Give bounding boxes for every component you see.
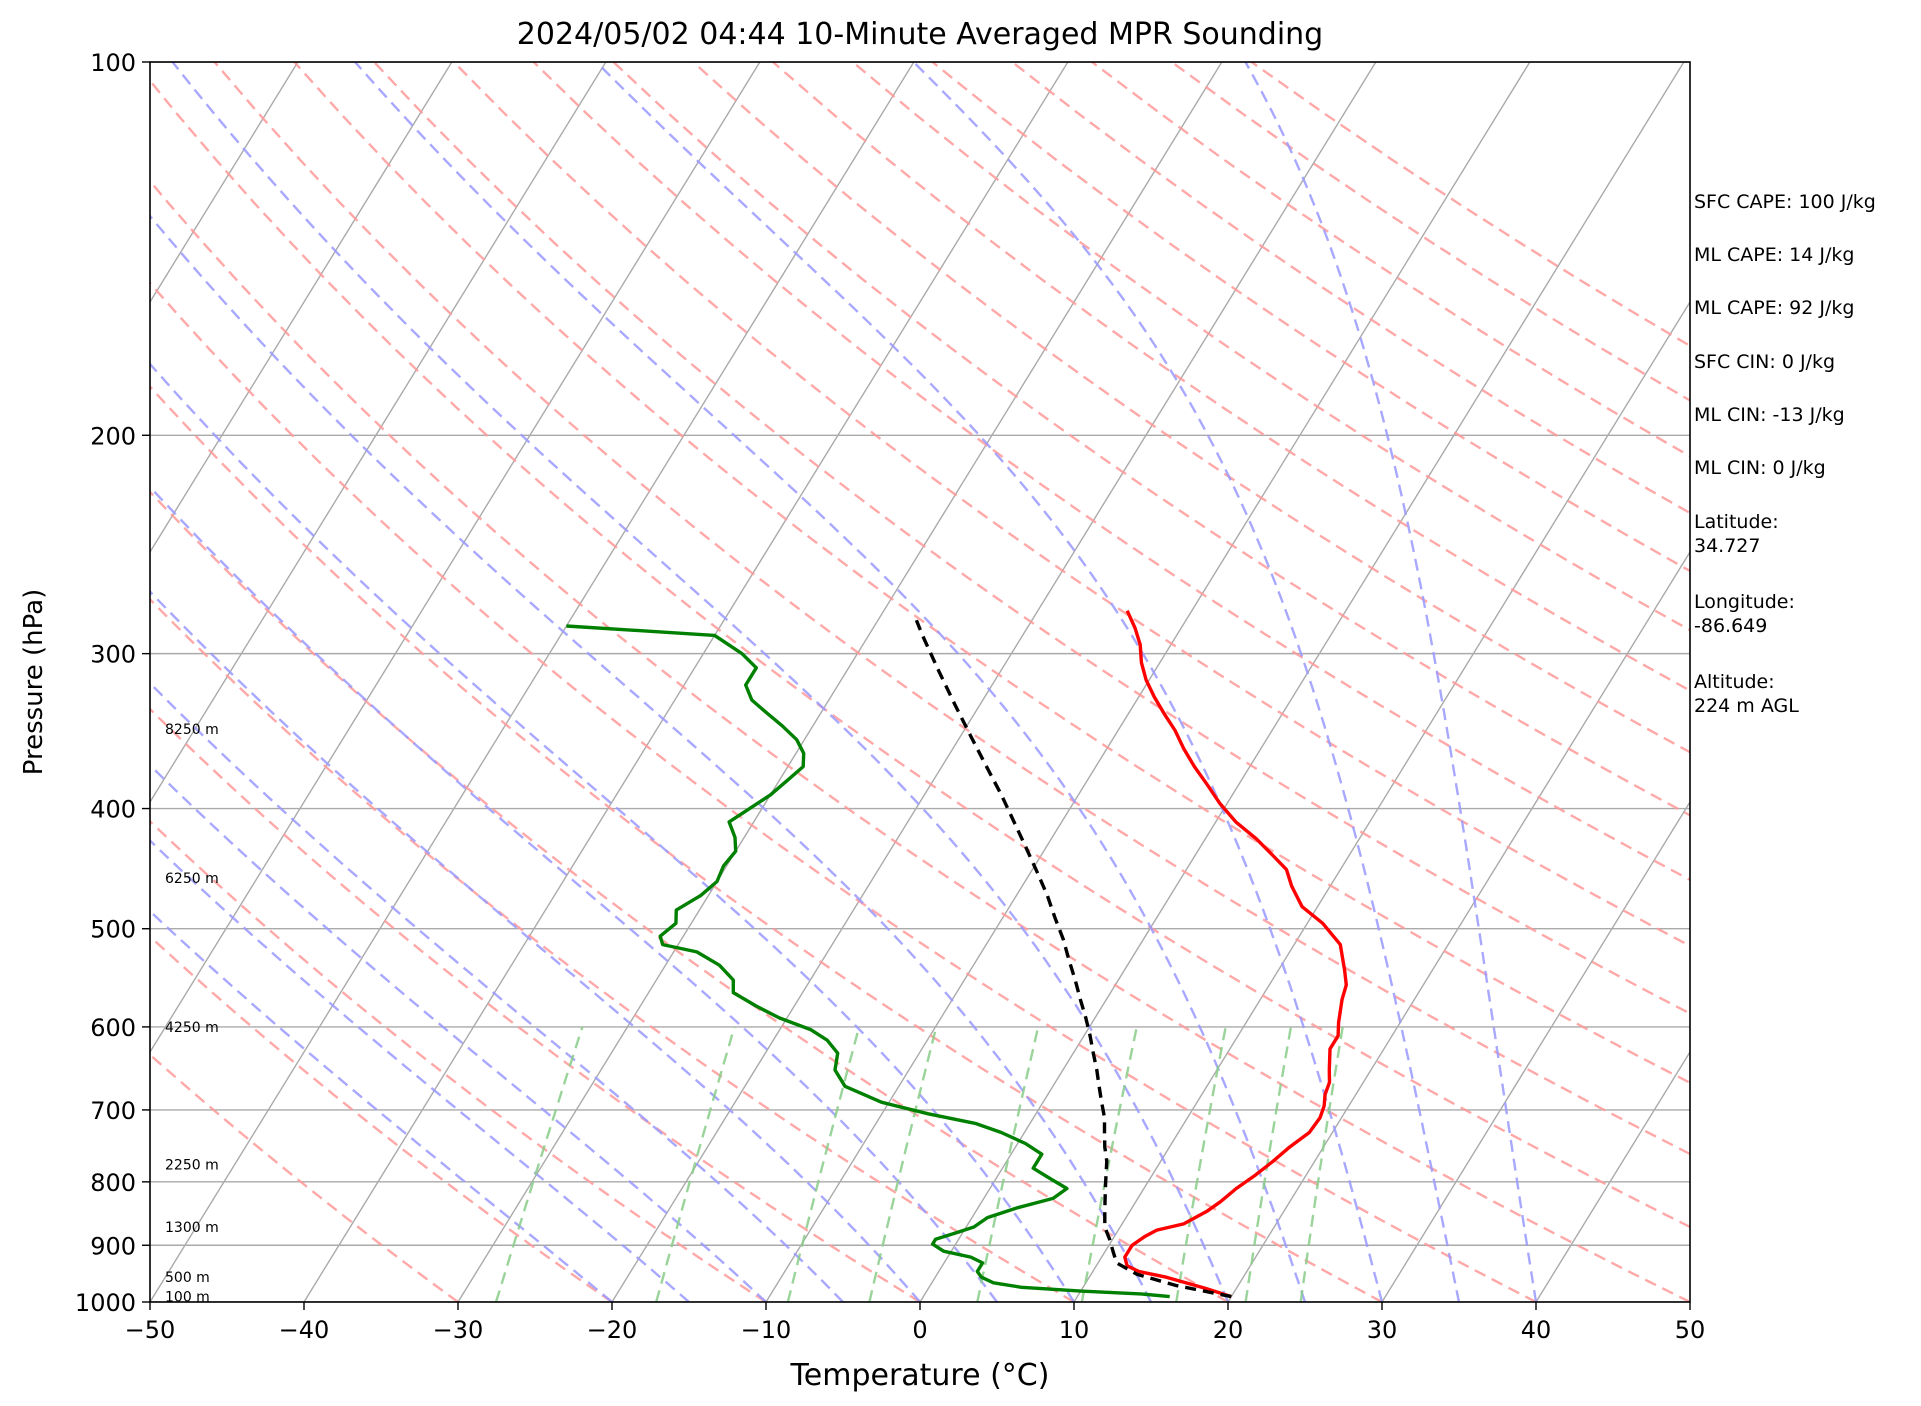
height-label: 1300 m bbox=[165, 1220, 219, 1236]
height-label: 500 m bbox=[165, 1270, 210, 1286]
y-tick-label: 500 bbox=[90, 916, 136, 944]
x-tick-label: 20 bbox=[1213, 1316, 1244, 1344]
isotherm-line bbox=[150, 62, 299, 304]
mixing-ratio-line bbox=[786, 1026, 861, 1302]
info-panel-item: Latitude: 34.727 bbox=[1694, 511, 1779, 557]
x-tick-label: −50 bbox=[125, 1316, 176, 1344]
dry-adiabat-line bbox=[772, 62, 1690, 692]
isotherm-line bbox=[1535, 1050, 1690, 1302]
dry-adiabat-line bbox=[213, 62, 1690, 1156]
y-tick-label: 300 bbox=[90, 641, 136, 669]
moist-adiabat-line bbox=[150, 214, 1153, 1302]
height-label: 6250 m bbox=[165, 871, 219, 887]
info-panel-item: ML CAPE: 92 J/kg bbox=[1694, 297, 1855, 319]
y-axis-label: Pressure (hPa) bbox=[19, 589, 49, 776]
moist-adiabat-line bbox=[150, 485, 998, 1302]
isotherm-line bbox=[1073, 300, 1690, 1302]
y-tick-label: 400 bbox=[90, 796, 136, 824]
dry-adiabat-line bbox=[452, 62, 1690, 948]
dry-adiabat-line bbox=[150, 179, 1690, 1302]
x-tick-label: −10 bbox=[741, 1316, 792, 1344]
y-tick-label: 200 bbox=[90, 422, 136, 450]
height-label: 2250 m bbox=[165, 1158, 219, 1174]
mixing-ratio-line bbox=[1299, 1026, 1344, 1302]
y-tick-label: 700 bbox=[90, 1097, 136, 1125]
y-tick-label: 900 bbox=[90, 1232, 136, 1260]
dry-adiabat-line bbox=[150, 934, 613, 1302]
moist-adiabat-line bbox=[150, 362, 1076, 1302]
x-tick-label: 30 bbox=[1367, 1316, 1398, 1344]
isotherm-line bbox=[457, 62, 1223, 1302]
x-axis-label: Temperature (°C) bbox=[790, 1358, 1050, 1393]
isotherm-line bbox=[150, 62, 453, 554]
x-tick-label: 50 bbox=[1675, 1316, 1706, 1344]
moist-adiabat-line bbox=[354, 62, 1307, 1302]
moist-adiabat-line bbox=[171, 62, 1230, 1302]
height-label: 100 m bbox=[165, 1290, 210, 1306]
isotherm-line bbox=[1227, 550, 1690, 1302]
mixing-ratio-line bbox=[1244, 1026, 1293, 1302]
background-lines bbox=[150, 62, 1690, 1302]
moist-adiabat-line bbox=[150, 763, 767, 1302]
moist-adiabat-line bbox=[1244, 62, 1538, 1302]
moist-adiabat-line bbox=[150, 589, 921, 1302]
x-axis-ticks: −50 −40 −30 −20 −10 0 10 20 30 40 50 bbox=[125, 1302, 1706, 1344]
info-panel-item: Altitude: 224 m AGL bbox=[1694, 671, 1799, 717]
dry-adiabat-line bbox=[150, 384, 1383, 1302]
dry-adiabat-line bbox=[150, 707, 921, 1302]
isotherm-line bbox=[150, 62, 607, 804]
dry-adiabat-line bbox=[612, 62, 1690, 817]
info-panel-item: ML CIN: -13 J/kg bbox=[1694, 404, 1845, 426]
x-tick-label: 0 bbox=[912, 1316, 927, 1344]
info-panel-item: ML CAPE: 14 J/kg bbox=[1694, 244, 1855, 266]
info-panel-item: SFC CAPE: 100 J/kg bbox=[1694, 191, 1876, 213]
isotherm-line bbox=[611, 62, 1377, 1302]
y-tick-label: 1000 bbox=[75, 1289, 136, 1317]
height-label: 4250 m bbox=[165, 1020, 219, 1036]
moist-adiabat-line bbox=[912, 62, 1461, 1302]
info-panel-item: ML CIN: 0 J/kg bbox=[1694, 457, 1826, 479]
temperature-profile-line bbox=[1123, 609, 1348, 1299]
dry-adiabat-line bbox=[293, 62, 1690, 1085]
dry-adiabat-line bbox=[851, 62, 1690, 632]
parcel-path-line bbox=[914, 619, 1232, 1299]
data-lines bbox=[566, 609, 1348, 1299]
dry-adiabat-line bbox=[373, 62, 1690, 1015]
moist-adiabat-line bbox=[150, 681, 844, 1302]
info-panel-item: SFC CIN: 0 J/kg bbox=[1694, 351, 1836, 373]
x-tick-label: −40 bbox=[279, 1316, 330, 1344]
dry-adiabat-line bbox=[150, 819, 767, 1302]
height-label: 8250 m bbox=[165, 722, 219, 738]
moist-adiabat-line bbox=[150, 909, 613, 1302]
chart-title: 2024/05/02 04:44 10-Minute Averaged MPR … bbox=[517, 17, 1323, 52]
isotherm-line bbox=[150, 62, 915, 1302]
dry-adiabat-line bbox=[150, 490, 1229, 1302]
x-tick-label: −20 bbox=[587, 1316, 638, 1344]
y-tick-label: 800 bbox=[90, 1169, 136, 1197]
y-tick-label: 600 bbox=[90, 1014, 136, 1042]
isotherm-line bbox=[919, 62, 1685, 1302]
dewpoint-profile-line bbox=[566, 624, 1170, 1299]
x-tick-label: 10 bbox=[1059, 1316, 1090, 1344]
moist-adiabat-line bbox=[150, 838, 690, 1302]
y-tick-label: 100 bbox=[90, 49, 136, 77]
mixing-ratio-line bbox=[1175, 1026, 1227, 1302]
mixing-ratio-line bbox=[494, 1026, 584, 1302]
isotherm-line bbox=[150, 62, 761, 1054]
isotherm-line bbox=[1381, 800, 1690, 1302]
x-tick-label: −30 bbox=[433, 1316, 484, 1344]
mixing-ratio-line bbox=[976, 1026, 1040, 1302]
x-tick-label: 40 bbox=[1521, 1316, 1552, 1344]
dry-adiabat-line bbox=[150, 78, 1690, 1229]
mixing-ratio-line bbox=[655, 1026, 736, 1302]
y-axis-ticks: 1000 900 800 700 600 500 400 300 200 100 bbox=[75, 49, 150, 1317]
info-panel-item: Longitude: -86.649 bbox=[1694, 591, 1795, 637]
mixing-ratio-line bbox=[868, 1026, 938, 1302]
